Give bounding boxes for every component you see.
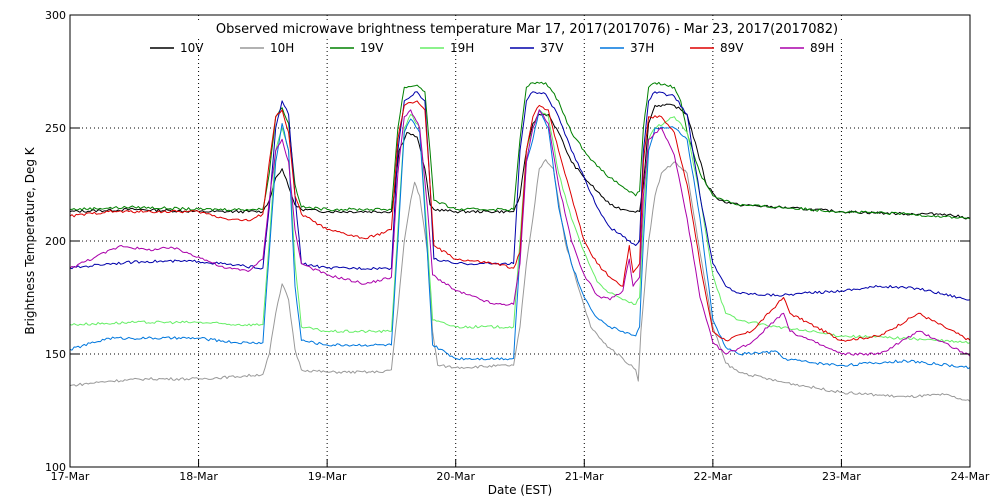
series-line-89v xyxy=(69,100,971,342)
y-tick-label: 200 xyxy=(45,235,66,248)
x-axis-label: Date (EST) xyxy=(488,483,552,497)
x-tick-label: 24-Mar xyxy=(951,470,990,483)
y-tick-label: 150 xyxy=(45,348,66,361)
y-axis-label: Brightness Temperature, Deg K xyxy=(23,146,37,334)
legend-label-89h: 89H xyxy=(810,41,834,55)
tick-layer: 17-Mar 18-Mar 19-Mar 20-Mar 21-Mar 22-Mar 23-M… xyxy=(45,9,990,483)
legend-label-10h: 10H xyxy=(270,41,294,55)
x-tick-label: 19-Mar xyxy=(308,470,347,483)
title-background xyxy=(195,20,857,38)
y-tick-label: 100 xyxy=(45,461,66,474)
legend-label-10v: 10V xyxy=(180,41,204,55)
x-tick-label: 18-Mar xyxy=(179,470,218,483)
x-tick-label: 20-Mar xyxy=(436,470,475,483)
x-tick-label: 22-Mar xyxy=(693,470,732,483)
x-tick-label: 23-Mar xyxy=(822,470,861,483)
legend-label-37h: 37H xyxy=(630,41,654,55)
legend: 10V 10H 19V 19H 37V 37H 89V 89H xyxy=(150,41,834,55)
legend-label-19h: 19H xyxy=(450,41,474,55)
legend-label-89v: 89V xyxy=(720,41,744,55)
series-line-19v xyxy=(70,81,971,219)
series-line-89h xyxy=(69,109,971,357)
series-line-10v xyxy=(69,103,971,220)
legend-label-19v: 19V xyxy=(360,41,384,55)
series-line-37v xyxy=(69,91,971,301)
chart-title: Observed microwave brightness temperatur… xyxy=(216,22,838,37)
series-line-37h xyxy=(69,109,971,370)
series-line-19h xyxy=(69,109,971,344)
grid-layer xyxy=(70,15,970,467)
series-layer xyxy=(69,81,971,402)
series-line-10h xyxy=(69,159,971,402)
y-tick-label: 250 xyxy=(45,122,66,135)
x-tick-label: 21-Mar xyxy=(565,470,604,483)
y-tick-label: 300 xyxy=(45,9,66,22)
x-tick-label: 17-Mar xyxy=(51,470,90,483)
legend-label-37v: 37V xyxy=(540,41,564,55)
